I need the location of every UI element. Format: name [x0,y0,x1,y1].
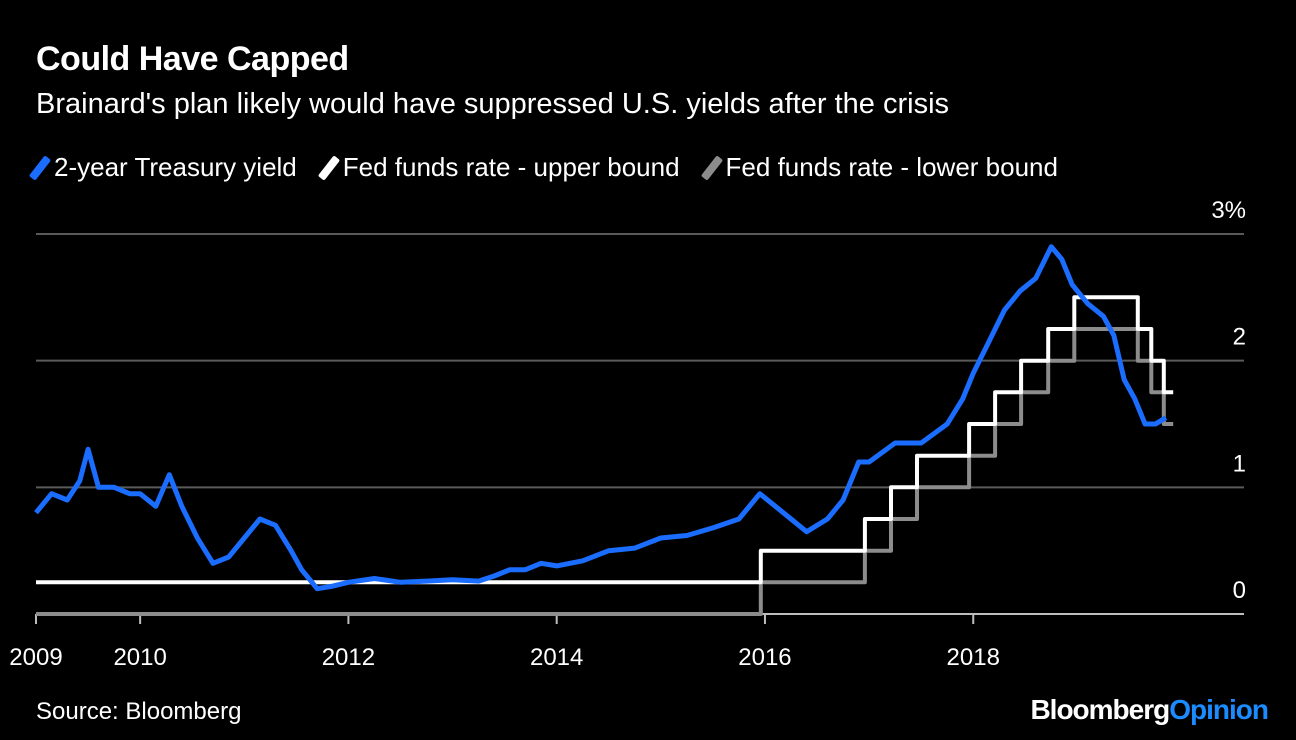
y-tick-label-0: 0 [1233,577,1246,604]
y-tick-label-2: 2 [1233,324,1246,351]
x-tick-label-5: 2018 [947,644,1000,671]
x-tick-label-0: 2009 [9,644,62,671]
lower-bound-line [36,327,1174,616]
chart-title: Could Have Capped [36,40,349,78]
y-tick-labels: 0 1 2 3% [1211,197,1246,604]
x-tick-label-2: 2012 [322,644,375,671]
y-tick-label-3: 3% [1211,197,1246,224]
legend-label-upper: Fed funds rate - upper bound [342,152,680,182]
x-tick-label-3: 2014 [530,644,583,671]
x-tick-label-1: 2010 [113,644,166,671]
x-tick-labels: 2009 2010 2012 2014 2016 2018 [9,644,1000,671]
y-tick-label-1: 1 [1233,450,1246,477]
legend-label-yield: 2-year Treasury yield [54,152,297,182]
upper-bound-line [36,295,1174,585]
legend-item-lower: Fed funds rate - lower bound [700,152,1058,183]
series-group [34,244,1174,616]
source-note: Source: Bloomberg [36,698,242,725]
treasury-yield-line [34,244,1168,592]
legend: 2-year Treasury yield Fed funds rate - u… [28,152,1058,183]
chart-subtitle: Brainard's plan likely would have suppre… [36,88,950,120]
legend-item-upper: Fed funds rate - upper bound [317,152,680,183]
brand-logo: BloombergOpinion [1030,694,1269,725]
legend-label-lower: Fed funds rate - lower bound [725,152,1058,182]
x-tick-label-4: 2016 [738,644,791,671]
legend-item-yield: 2-year Treasury yield [28,152,297,183]
